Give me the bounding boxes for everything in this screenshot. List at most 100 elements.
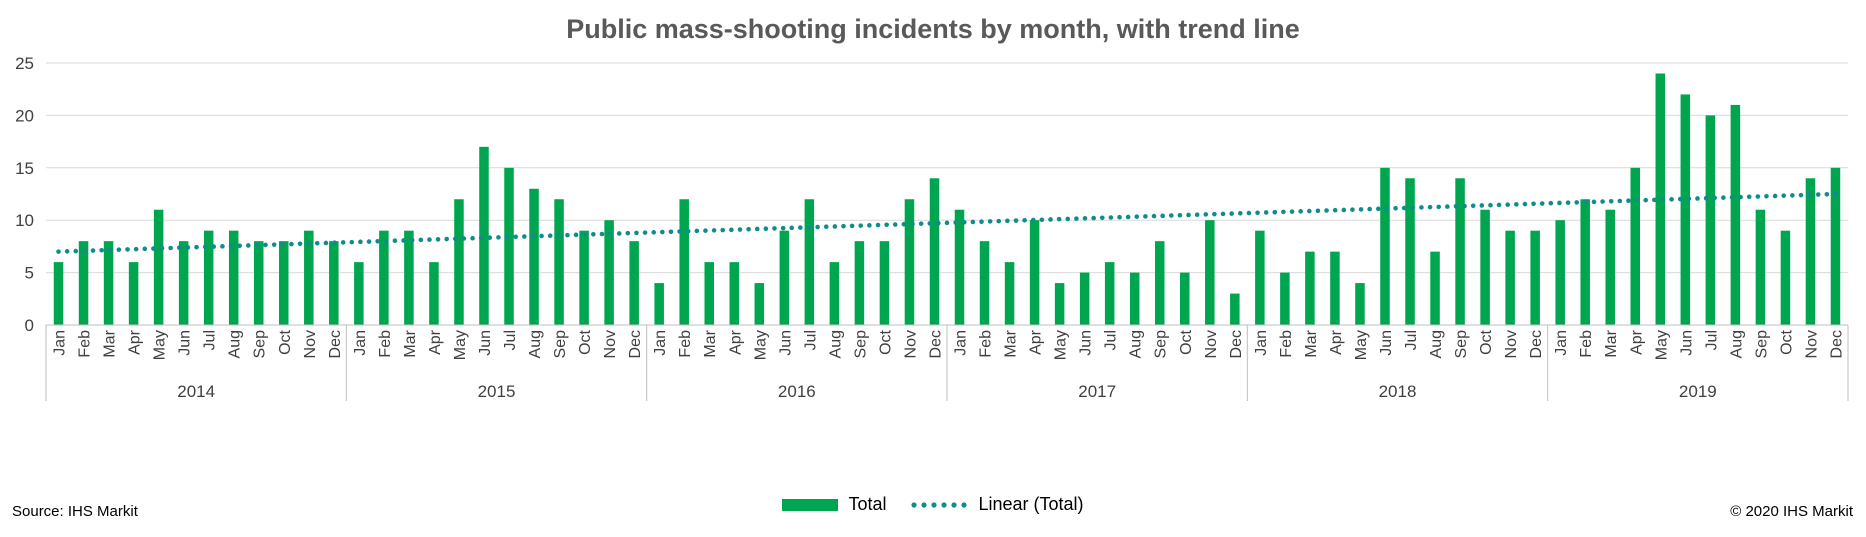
bar	[178, 241, 189, 325]
month-tick-label: Nov	[902, 330, 919, 358]
legend-item-total: Total	[782, 494, 886, 515]
trend-point	[892, 222, 898, 227]
bar	[1630, 167, 1641, 325]
trend-point	[1531, 201, 1536, 207]
trend-point	[1298, 209, 1303, 214]
trend-point	[202, 244, 208, 250]
trend-point	[1514, 202, 1519, 207]
bar	[53, 262, 64, 325]
bar	[654, 283, 664, 325]
bar	[1655, 73, 1666, 325]
trend-point	[832, 224, 838, 229]
trend-point	[961, 219, 967, 225]
trend-point	[772, 226, 777, 231]
trend-point	[746, 226, 751, 232]
trend-point	[556, 233, 562, 238]
bar	[1330, 251, 1340, 325]
month-tick-label: Sep	[552, 330, 569, 359]
month-tick-label: Jan	[953, 330, 970, 356]
trend-point	[1626, 198, 1631, 204]
bar	[979, 241, 990, 325]
trend-point	[582, 232, 588, 237]
trend-point	[1091, 215, 1096, 221]
trend-point	[1324, 208, 1329, 213]
trend-point	[504, 234, 510, 240]
trend-point	[694, 228, 700, 234]
trend-point	[703, 228, 708, 233]
trend-point	[375, 238, 380, 244]
month-tick-label: Sep	[1453, 330, 1470, 359]
year-label: 2017	[1078, 382, 1116, 401]
trend-point	[1005, 218, 1010, 224]
month-tick-label: Jun	[177, 330, 194, 356]
month-tick-label: Mar	[102, 329, 119, 357]
month-tick-label: Jan	[1253, 330, 1270, 356]
trend-point	[1746, 194, 1752, 200]
bar	[954, 209, 965, 325]
trend-point	[1186, 212, 1191, 218]
bar	[754, 283, 765, 325]
month-tick-label: Feb	[677, 330, 694, 358]
trend-point	[366, 239, 372, 244]
y-tick-label: 15	[15, 159, 34, 178]
trend-point	[979, 219, 984, 225]
trend-layer	[56, 191, 1838, 254]
trend-point	[1617, 198, 1623, 204]
month-tick-label: Aug	[827, 330, 844, 358]
bar	[1154, 241, 1165, 325]
month-tick-label: Feb	[377, 330, 394, 358]
trend-point	[547, 233, 553, 238]
trend-point	[1419, 205, 1424, 210]
month-tick-label: Jan	[1553, 330, 1570, 356]
trend-point	[1220, 211, 1226, 217]
bar	[404, 230, 414, 325]
legend-trend-label: Linear (Total)	[978, 494, 1084, 514]
trend-point	[409, 237, 415, 243]
trend-point	[1470, 203, 1476, 209]
trend-point	[539, 233, 544, 239]
y-tick-label: 20	[15, 106, 34, 125]
trend-point	[358, 239, 363, 245]
bar	[279, 241, 289, 325]
bar	[1455, 178, 1465, 325]
month-tick-label: Sep	[852, 330, 869, 359]
trend-point	[1289, 209, 1295, 214]
trend-point	[1393, 205, 1398, 211]
trend-point	[211, 244, 217, 249]
trend-point	[565, 232, 570, 238]
trend-point	[1548, 200, 1554, 206]
month-tick-label: Dec	[927, 330, 944, 358]
trend-point	[625, 230, 631, 236]
trend-point	[1695, 196, 1700, 201]
trend-point	[1367, 206, 1372, 212]
month-tick-label: Aug	[1128, 330, 1145, 358]
trend-point	[271, 242, 277, 247]
month-tick-label: Apr	[127, 329, 144, 355]
y-tick-label: 10	[15, 211, 34, 230]
trend-point	[470, 235, 475, 241]
trend-point	[1643, 197, 1649, 203]
trend-point	[1686, 196, 1692, 202]
trend-point	[616, 231, 622, 236]
trend-point	[513, 234, 518, 240]
trend-point	[332, 240, 337, 245]
bar	[1780, 230, 1791, 325]
trend-point	[306, 241, 311, 246]
month-tick-label: Dec	[1228, 330, 1245, 358]
trend-point	[1703, 195, 1709, 201]
trend-point	[901, 221, 907, 227]
trend-point	[151, 246, 156, 251]
month-tick-label: Jan	[352, 330, 369, 356]
bar	[579, 230, 589, 325]
trend-point	[806, 224, 812, 230]
month-tick-label: Nov	[302, 330, 319, 358]
year-label: 2018	[1379, 382, 1417, 401]
month-tick-label: Aug	[1428, 330, 1445, 358]
bar	[354, 262, 364, 325]
trend-point	[133, 246, 139, 252]
trend-point	[789, 225, 795, 231]
trend-point	[461, 236, 467, 241]
month-tick-label: Feb	[1278, 330, 1295, 358]
bar	[554, 199, 564, 325]
trend-point	[220, 244, 225, 249]
